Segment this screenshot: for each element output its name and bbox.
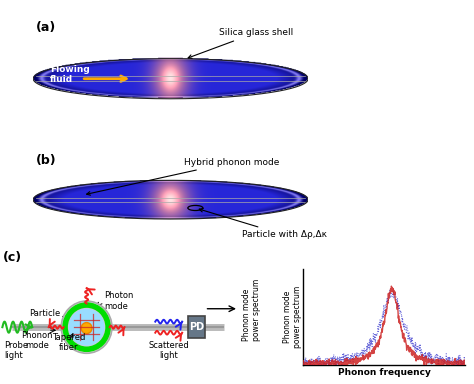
Text: Flowing
fluid: Flowing fluid xyxy=(50,65,90,84)
Text: Silica glass shell: Silica glass shell xyxy=(188,28,293,58)
Text: Tapered
fiber: Tapered fiber xyxy=(52,333,85,352)
Text: Photon
mode: Photon mode xyxy=(104,291,134,311)
Y-axis label: Phonon mode
power spectrum: Phonon mode power spectrum xyxy=(283,286,302,348)
X-axis label: Phonon frequency: Phonon frequency xyxy=(337,367,430,377)
Text: (c): (c) xyxy=(3,251,22,264)
Text: Particle: Particle xyxy=(29,310,60,318)
FancyBboxPatch shape xyxy=(188,316,205,338)
Circle shape xyxy=(63,303,110,351)
Text: (a): (a) xyxy=(36,22,56,35)
Circle shape xyxy=(61,301,112,353)
Text: Scattered
light: Scattered light xyxy=(148,341,189,360)
Text: Particle with Δρ,Δκ: Particle with Δρ,Δκ xyxy=(199,209,327,240)
Circle shape xyxy=(69,309,104,346)
Text: (b): (b) xyxy=(36,154,56,167)
Text: Phonon
mode: Phonon mode xyxy=(22,331,53,350)
Text: Probe
light: Probe light xyxy=(4,341,28,360)
Text: PD: PD xyxy=(189,322,204,332)
Circle shape xyxy=(81,323,92,334)
Text: Phonon mode
power spectrum: Phonon mode power spectrum xyxy=(242,279,261,341)
Text: Hybrid phonon mode: Hybrid phonon mode xyxy=(87,158,280,195)
